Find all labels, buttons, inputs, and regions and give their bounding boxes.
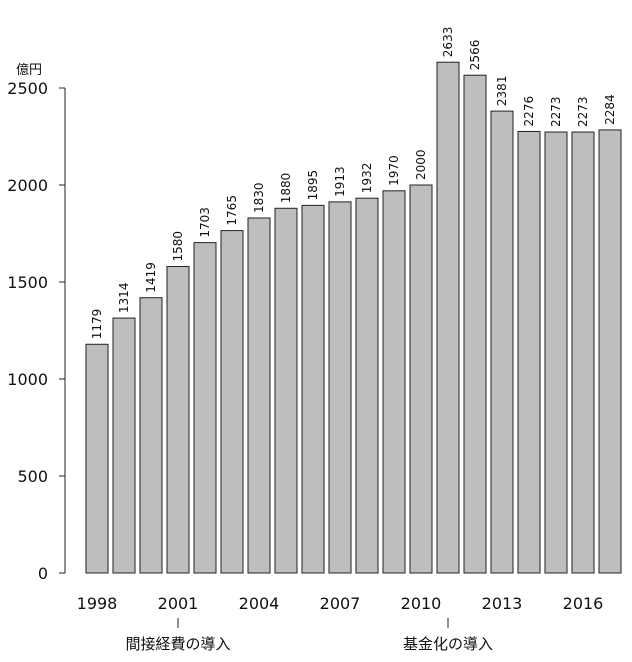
data-label: 2284: [603, 94, 617, 125]
x-tick-label: 2010: [401, 594, 442, 613]
data-label: 1179: [90, 309, 104, 340]
bar: [436, 61, 460, 574]
annotation-label: 間接経費の導入: [125, 635, 230, 653]
data-label: 2273: [576, 96, 590, 127]
x-tick-label: 2016: [563, 594, 604, 613]
bar: [355, 197, 379, 574]
x-tick-label: 2013: [482, 594, 523, 613]
data-label: 1830: [252, 182, 266, 213]
data-label: 1765: [225, 195, 239, 226]
bar: [220, 230, 244, 574]
y-tick-label: 1500: [7, 273, 48, 292]
bar: [490, 110, 514, 574]
annotation-label: 基金化の導入: [403, 635, 493, 653]
bar: [463, 74, 487, 574]
bar: [382, 190, 406, 574]
data-label: 2276: [522, 96, 536, 127]
x-tick-label: 2004: [239, 594, 280, 613]
y-axis-ticks: 0 500 1000 1500 2000 2500: [7, 79, 65, 583]
data-label: 1880: [279, 173, 293, 204]
y-tick-label: 2000: [7, 176, 48, 195]
x-tick-label: 2007: [320, 594, 361, 613]
y-tick-label: 2500: [7, 79, 48, 98]
x-tick-label: 2001: [158, 594, 199, 613]
bar: [517, 130, 541, 574]
y-tick-label: 500: [17, 467, 48, 486]
data-label: 1314: [117, 283, 131, 314]
bar: [274, 207, 298, 574]
data-label: 2381: [495, 76, 509, 107]
x-tick-label: 1998: [77, 594, 118, 613]
data-label: 1932: [360, 163, 374, 194]
data-label: 2000: [414, 149, 428, 180]
y-tick-label: 0: [38, 564, 48, 583]
y-axis-unit-label: 億円: [16, 62, 42, 78]
data-label: 1703: [198, 207, 212, 238]
y-tick-label: 1000: [7, 370, 48, 389]
data-label: 1913: [333, 166, 347, 197]
data-label: 1419: [144, 262, 158, 293]
data-label: 1970: [387, 155, 401, 186]
bar: [571, 131, 595, 574]
bar: [301, 204, 325, 574]
bar: [166, 265, 190, 574]
bar: [247, 217, 271, 574]
bar: [112, 317, 136, 574]
bar: [85, 343, 109, 574]
data-label: 2273: [549, 96, 563, 127]
bar: [598, 129, 622, 574]
bar: [193, 242, 217, 574]
data-label: 1895: [306, 170, 320, 201]
annotations-group: 間接経費の導入 基金化の導入: [125, 618, 493, 653]
bar: [409, 184, 433, 574]
bar: [139, 297, 163, 574]
x-axis-ticks: 1998 2001 2004 2007 2010 2013 2016: [77, 594, 604, 613]
data-label: 2633: [441, 27, 455, 58]
bar: [544, 131, 568, 574]
bars-group: [85, 61, 622, 574]
data-labels-group: 1179 1314 1419 1580 1703 1765 1830 1880 1895 1913…: [90, 27, 617, 340]
data-label: 1580: [171, 231, 185, 262]
data-label: 2566: [468, 40, 482, 71]
bar: [328, 201, 352, 574]
